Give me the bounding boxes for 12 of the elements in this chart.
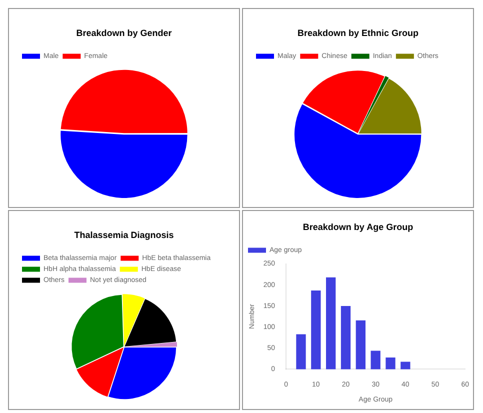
bar: [386, 357, 396, 370]
bar: [400, 362, 410, 370]
bar: [296, 334, 306, 370]
bar: [326, 277, 336, 370]
bar: [370, 350, 380, 370]
bar: [340, 306, 351, 370]
chart-title: Thalassemia Diagnosis: [74, 230, 174, 240]
chart-title: Breakdown by Ethnic Group: [297, 28, 420, 38]
bar: [311, 290, 321, 370]
bar: [356, 320, 366, 370]
chart-title: Breakdown by Gender: [76, 28, 172, 38]
chart-title: Breakdown by Age Group: [302, 222, 414, 232]
